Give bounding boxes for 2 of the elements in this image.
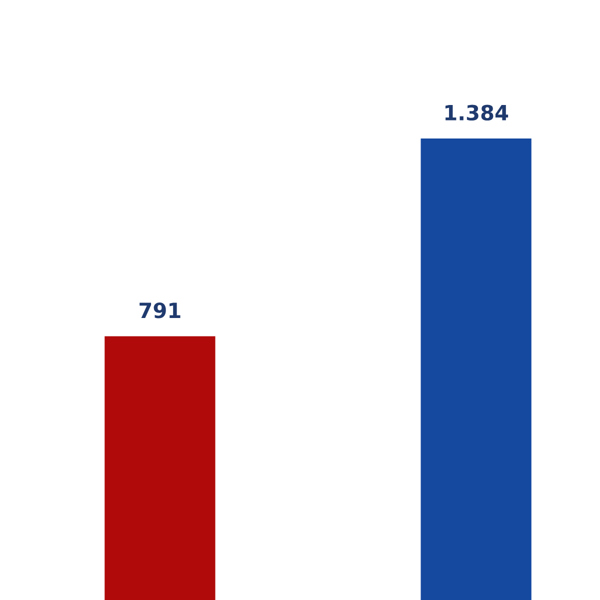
data-label: 791 — [140, 302, 180, 318]
data-label: 1.384 — [445, 104, 508, 121]
